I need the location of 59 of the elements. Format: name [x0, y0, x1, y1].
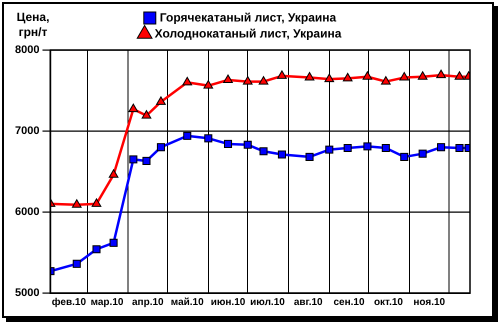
point — [258, 76, 268, 85]
x-tick-label: фев.10 — [52, 296, 86, 308]
x-tick-label: авг.10 — [294, 296, 324, 308]
point — [454, 71, 464, 80]
y-axis-title: Цена, грн/т — [16, 10, 50, 40]
point — [224, 140, 232, 148]
x-tick-label: июн.10 — [210, 296, 246, 308]
y-tick-label: 7000 — [14, 125, 40, 138]
point — [242, 76, 253, 85]
point — [156, 143, 165, 152]
point — [436, 70, 446, 78]
point — [108, 169, 118, 178]
point — [129, 155, 138, 164]
point — [325, 146, 334, 154]
legend-label: Горячекатаный лист, Украина — [160, 10, 337, 24]
point — [278, 150, 286, 159]
point — [204, 134, 212, 142]
point — [399, 72, 410, 81]
point — [400, 152, 408, 161]
point — [344, 144, 352, 152]
y-tick-label: 5000 — [14, 287, 40, 300]
point — [223, 74, 233, 83]
point — [363, 142, 372, 150]
point — [362, 71, 372, 80]
point — [72, 260, 81, 268]
point — [324, 74, 334, 82]
y-tick-label: 8000 — [14, 44, 40, 56]
point — [381, 76, 391, 85]
point — [182, 76, 192, 86]
point — [244, 140, 252, 149]
point — [304, 72, 314, 81]
x-tick-label: май.10 — [170, 296, 204, 308]
point — [418, 150, 427, 158]
point — [382, 144, 390, 152]
point — [418, 71, 428, 80]
x-tick-label: июл.10 — [250, 296, 286, 308]
point — [203, 80, 214, 89]
point — [92, 198, 102, 207]
point — [437, 143, 446, 152]
y-tick-label: 6000 — [14, 206, 40, 218]
point — [455, 144, 464, 152]
x-tick-label: ноя.10 — [413, 296, 446, 308]
point — [306, 152, 314, 161]
point — [183, 132, 192, 140]
legend-label: Холоднокатаный лист, Украина — [154, 26, 342, 40]
x-tick-label: апр.10 — [132, 296, 164, 308]
x-tick-label: окт.10 — [374, 296, 404, 308]
point — [92, 245, 101, 254]
point — [128, 104, 138, 112]
point — [277, 70, 287, 79]
point — [342, 72, 353, 82]
point — [259, 147, 268, 156]
point — [110, 238, 118, 247]
point — [156, 96, 166, 105]
point — [142, 156, 151, 166]
point — [72, 199, 82, 208]
point — [142, 110, 152, 119]
x-tick-label: сен.10 — [333, 296, 365, 308]
x-tick-label: мар.10 — [90, 296, 124, 308]
